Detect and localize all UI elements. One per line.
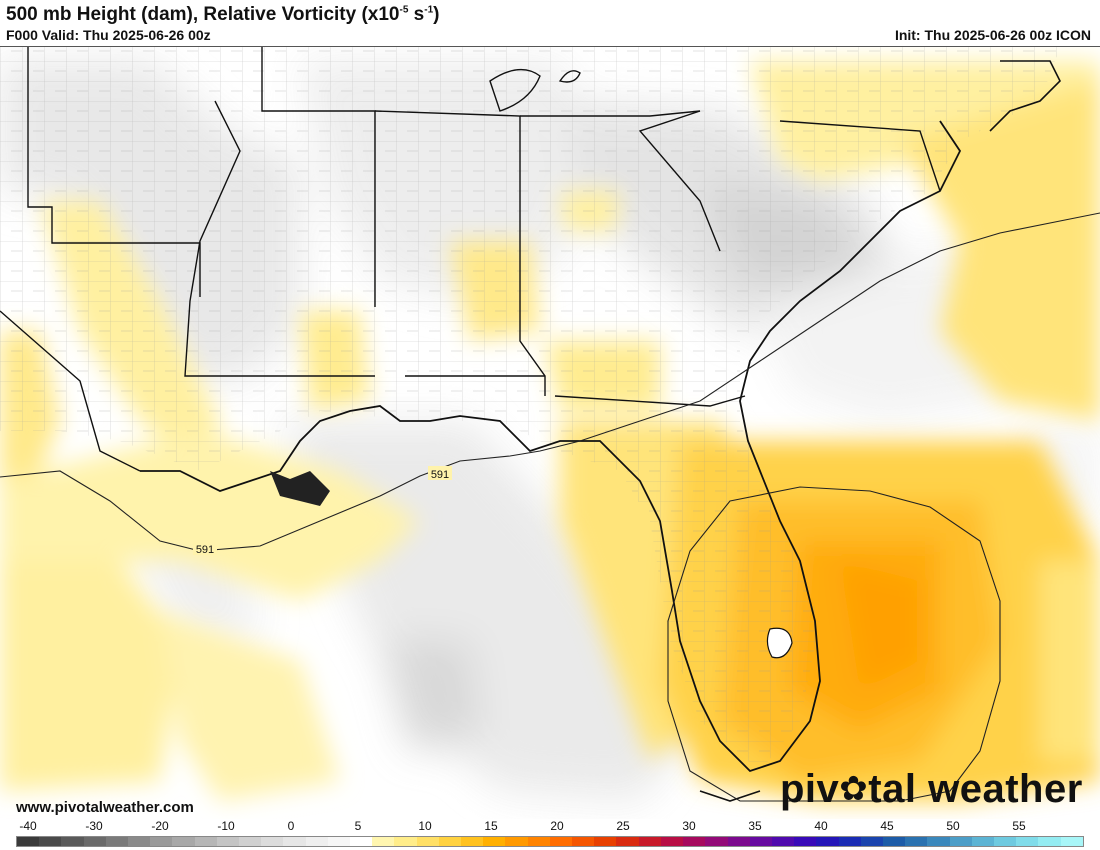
colorbar-swatch	[416, 837, 439, 846]
colorbar-tick-label: 40	[814, 819, 828, 833]
colorbar-swatch	[794, 837, 817, 846]
colorbar-tick-label: -40	[19, 819, 37, 833]
colorbar-swatch	[327, 837, 351, 846]
colorbar-swatch	[616, 837, 639, 846]
colorbar-swatch	[1016, 837, 1039, 846]
colorbar-swatch	[239, 837, 262, 846]
colorbar-tick-label: 15	[484, 819, 498, 833]
colorbar-tick-label: 45	[880, 819, 894, 833]
colorbar-swatch	[461, 837, 484, 846]
colorbar-swatch	[350, 837, 373, 846]
coastline	[140, 60, 1061, 802]
colorbar-tick-label: 55	[1012, 819, 1026, 833]
colorbar-swatch	[727, 837, 750, 846]
colorbar-swatch	[483, 837, 506, 846]
colorbar-swatch	[549, 837, 573, 846]
map-title: 500 mb Height (dam), Relative Vorticity …	[6, 4, 440, 25]
colorbar-swatch	[39, 837, 62, 846]
colorbar-swatch	[527, 837, 550, 846]
colorbar-swatch	[638, 837, 661, 846]
colorbar-swatch	[1060, 837, 1083, 846]
colorbar-tick-label: -20	[151, 819, 169, 833]
contour-label-box	[428, 466, 452, 480]
contour-labels: 591 591	[193, 466, 452, 556]
contour-label: 591	[431, 469, 449, 481]
colorbar-swatch	[771, 837, 795, 846]
colorbar-swatch	[705, 837, 728, 846]
map-canvas: 591 591	[0, 47, 1100, 819]
colorbar-tick-label: 35	[748, 819, 762, 833]
gear-icon: ✿	[839, 770, 869, 808]
colorbar-tick-label: -10	[217, 819, 235, 833]
colorbar-swatch	[572, 837, 595, 846]
colorbar-swatch	[438, 837, 462, 846]
colorbar-swatch	[594, 837, 617, 846]
colorbar-swatch	[61, 837, 84, 846]
init-time-label: Init: Thu 2025-06-26 00z ICON	[894, 27, 1091, 43]
colorbar-swatch	[905, 837, 928, 846]
colorbar-tick-label: 30	[682, 819, 696, 833]
mississippi-delta	[270, 471, 330, 506]
colorbar-tick-label: -30	[85, 819, 103, 833]
colorbar-tick-label: 10	[418, 819, 432, 833]
colorbar-swatch	[838, 837, 861, 846]
colorbar-tick-label: 20	[550, 819, 564, 833]
contour-label: 591	[196, 544, 214, 556]
weather-map[interactable]: 591 591 www.pivotalweather.com piv✿tal w…	[0, 46, 1100, 819]
colorbar-swatch	[971, 837, 994, 846]
colorbar-swatch	[150, 837, 173, 846]
colorbar-tick-label: 5	[354, 819, 362, 833]
colorbar-swatch	[505, 837, 528, 846]
colorbar-tick-label: 25	[616, 819, 630, 833]
colorbar-legend: -40 -30 -20 -10 0 5 10 15 20 25 30 35 40 45 50 55	[16, 819, 1084, 849]
colorbar-swatch	[993, 837, 1017, 846]
colorbar-swatch	[261, 837, 284, 846]
colorbar-swatch	[194, 837, 217, 846]
state-borders	[0, 47, 941, 472]
colorbar-swatch	[83, 837, 106, 846]
colorbar-swatch	[128, 837, 151, 846]
colorbar-swatch	[372, 837, 395, 846]
colorbar-swatch	[927, 837, 950, 846]
lake-okeechobee	[766, 627, 793, 659]
colorbar-tick-label: 0	[287, 819, 295, 833]
colorbar-swatch	[816, 837, 839, 846]
colorbar-swatch	[305, 837, 328, 846]
map-header: 500 mb Height (dam), Relative Vorticity …	[0, 0, 1100, 46]
colorbar-swatch	[216, 837, 240, 846]
colorbar-swatch	[949, 837, 972, 846]
colorbar-swatch	[283, 837, 306, 846]
contour-label-box	[193, 541, 217, 555]
colorbar-swatch	[172, 837, 195, 846]
colorbar-strip	[16, 836, 1084, 847]
height-contours	[0, 212, 1100, 802]
brand-logo: piv✿tal weather	[780, 767, 1083, 811]
colorbar-swatch	[749, 837, 772, 846]
valid-time-label: F000 Valid: Thu 2025-06-26 00z	[6, 27, 211, 43]
colorbar-swatch	[683, 837, 706, 846]
colorbar-swatch	[394, 837, 417, 846]
website-label: www.pivotalweather.com	[16, 799, 194, 816]
colorbar-swatch	[860, 837, 883, 846]
county-borders	[0, 47, 1060, 771]
colorbar-swatch	[882, 837, 906, 846]
colorbar-tick-label: 50	[946, 819, 960, 833]
colorbar-swatch	[105, 837, 129, 846]
colorbar-swatch	[660, 837, 684, 846]
colorbar-swatch	[1038, 837, 1061, 846]
colorbar-swatch	[17, 837, 40, 846]
